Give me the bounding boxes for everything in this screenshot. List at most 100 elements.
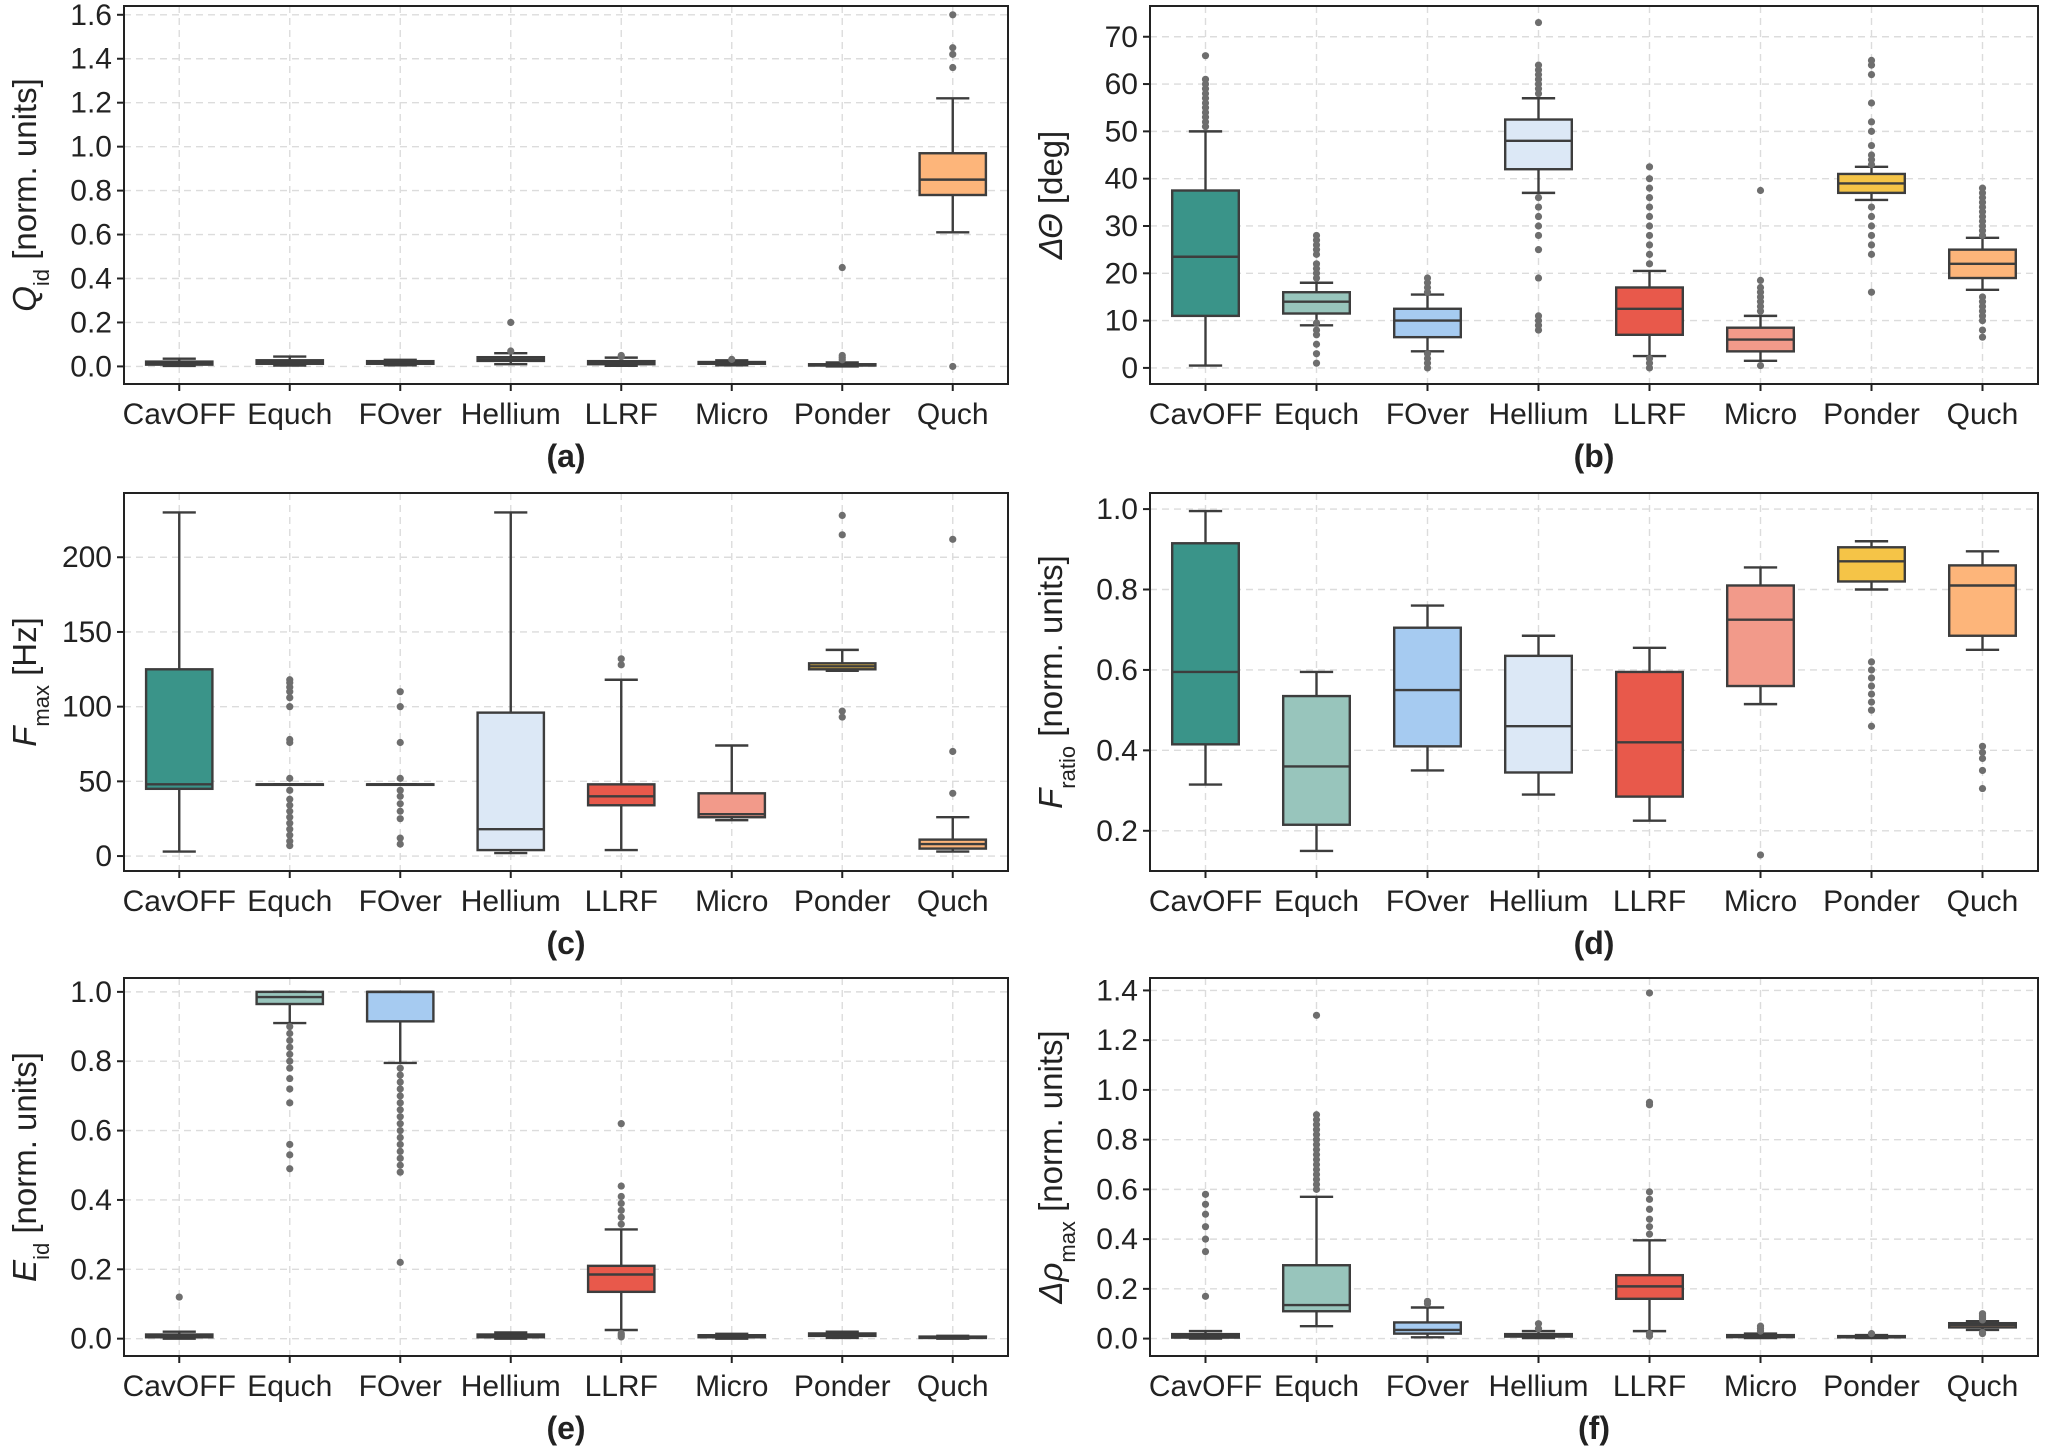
outlier-point — [1534, 246, 1543, 254]
x-tick-label: Ponder — [1823, 1370, 1920, 1403]
outlier-point — [1867, 241, 1876, 249]
outlier-point — [1867, 222, 1876, 230]
box-body — [1281, 1264, 1351, 1313]
outlier-point — [286, 1099, 294, 1107]
outlier-point — [1867, 666, 1876, 674]
outlier-point — [1312, 1131, 1321, 1139]
y-tick-label: 1.2 — [70, 87, 112, 120]
y-tick-label: 0.6 — [70, 219, 112, 252]
outlier-point — [1423, 274, 1432, 282]
x-tick-label: Quch — [917, 885, 989, 918]
y-tick-label: 0.4 — [70, 263, 112, 296]
outlier-point — [396, 792, 404, 800]
outlier-point — [286, 786, 294, 794]
outlier-point — [1645, 1205, 1654, 1213]
x-tick-label: Hellium — [1488, 398, 1588, 431]
x-tick-label: Hellium — [1488, 885, 1588, 918]
y-tick-label: 1.4 — [70, 43, 112, 76]
y-tick-label: 200 — [62, 541, 112, 574]
x-tick-label: Micro — [1724, 885, 1797, 918]
x-tick-label: LLRF — [585, 398, 658, 431]
outlier-point — [286, 795, 294, 803]
outlier-point — [1201, 1210, 1210, 1218]
outlier-point — [1867, 674, 1876, 682]
outlier-point — [1312, 1136, 1321, 1144]
plot-frame — [1149, 492, 2039, 872]
x-tick-label: Micro — [1724, 1370, 1797, 1403]
box-hellium — [476, 1331, 546, 1340]
outlier-point — [617, 1213, 625, 1221]
outlier-point — [286, 735, 294, 744]
outlier-point — [396, 1106, 404, 1114]
box-micro — [697, 355, 767, 367]
x-tick-label: Hellium — [1488, 1370, 1588, 1403]
y-tick-label: 150 — [62, 616, 112, 649]
outlier-point — [617, 351, 625, 360]
x-tick-label: LLRF — [585, 1370, 658, 1403]
outlier-point — [1978, 766, 1987, 775]
y-tick-label: 0.2 — [70, 306, 112, 339]
box-body — [586, 1264, 656, 1294]
y-tick-label: 0.4 — [1096, 1223, 1138, 1256]
outlier-point — [1867, 722, 1876, 730]
outlier-point — [1978, 184, 1987, 192]
outlier-point — [1534, 61, 1543, 69]
outlier-point — [617, 1192, 625, 1201]
box-body — [918, 152, 988, 197]
outlier-point — [396, 1092, 404, 1100]
box-body — [586, 783, 656, 807]
x-tick-label: LLRF — [1613, 398, 1686, 431]
y-tick-label: 1.0 — [1096, 493, 1138, 526]
outlier-point — [949, 44, 957, 52]
x-tick-label: Quch — [1947, 1370, 2019, 1403]
outlier-point — [1534, 1325, 1543, 1333]
y-tick-label: 1.0 — [70, 976, 112, 1009]
x-tick-label: Micro — [695, 1370, 768, 1403]
box-hellium — [476, 318, 546, 366]
outlier-point — [1756, 186, 1765, 195]
outlier-point — [1423, 350, 1432, 358]
y-axis-units: [norm. units] — [6, 78, 43, 269]
box-body — [1947, 564, 2017, 637]
y-axis-subscript: id — [29, 269, 54, 286]
panel-b: 0 10 20 30 40 50 60 70 CavOFF Equch FOver Hellium LL… — [1032, 5, 2039, 474]
outlier-point — [1312, 1145, 1321, 1154]
outlier-point — [1867, 698, 1876, 706]
x-tick-label: CavOFF — [123, 885, 236, 918]
outlier-point — [1312, 1175, 1321, 1184]
outlier-point — [1756, 283, 1765, 292]
outlier-point — [286, 807, 294, 815]
outlier-point — [1867, 70, 1876, 79]
outlier-point — [1978, 293, 1987, 301]
outlier-point — [1534, 1320, 1543, 1328]
outlier-point — [396, 815, 404, 823]
outlier-point — [286, 819, 294, 827]
box-body — [697, 792, 767, 819]
box-quch — [918, 535, 988, 853]
outlier-point — [396, 1154, 404, 1162]
panel-c: 0 50 100 150 200 CavOFF Equch FOver Hellium LLRF M… — [6, 492, 1009, 961]
box-equch — [1281, 231, 1351, 367]
outlier-point — [1978, 1310, 1987, 1318]
outlier-point — [1645, 203, 1654, 211]
x-tick-label: LLRF — [585, 885, 658, 918]
outlier-point — [1978, 326, 1987, 334]
outlier-point — [1312, 1150, 1321, 1159]
outlier-point — [396, 807, 404, 815]
y-tick-label: 0.2 — [70, 1253, 112, 1286]
outlier-point — [286, 774, 294, 782]
y-axis-units: [norm. units] — [1032, 1030, 1069, 1221]
outlier-point — [949, 789, 957, 797]
outlier-point — [286, 1151, 294, 1159]
outlier-point — [1312, 359, 1321, 367]
outlier-point — [1312, 231, 1321, 240]
outlier-point — [286, 1074, 294, 1083]
box-quch — [918, 1334, 988, 1340]
outlier-point — [286, 1029, 294, 1038]
outlier-point — [1645, 163, 1654, 171]
outlier-point — [396, 1120, 404, 1128]
x-tick-label: LLRF — [1613, 1370, 1686, 1403]
outlier-point — [1201, 1223, 1210, 1231]
panel-label: (f) — [1578, 1410, 1610, 1446]
